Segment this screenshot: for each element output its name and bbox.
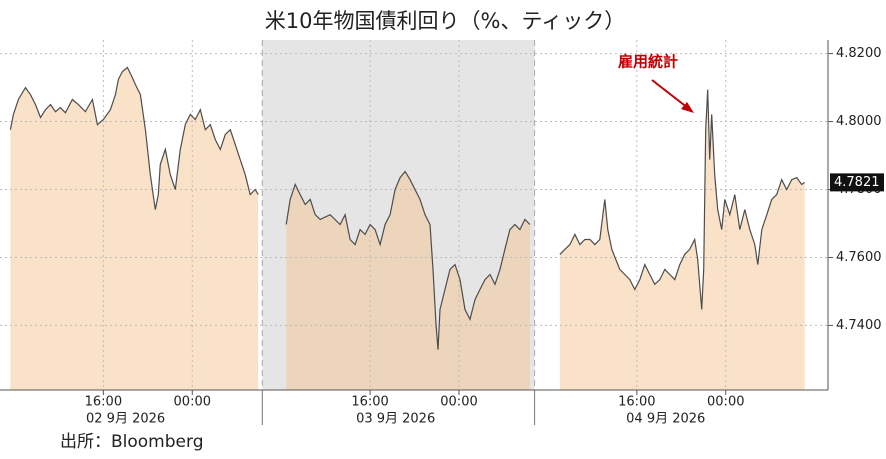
annotation: 雇用統計 bbox=[618, 53, 678, 71]
area bbox=[10, 67, 805, 390]
annotation-arrow bbox=[651, 79, 689, 109]
line bbox=[9, 66, 806, 350]
x-tick-label: 00:00 bbox=[174, 395, 211, 410]
y-tick-label: 4.8200 bbox=[836, 46, 882, 61]
y-tick-label: 4.8000 bbox=[836, 114, 882, 129]
x-tick-label: 00:00 bbox=[440, 395, 477, 410]
x-tick-label: 00:00 bbox=[707, 395, 744, 410]
x-tick-label: 16:00 bbox=[85, 395, 122, 410]
last-value-label: 4.7821 bbox=[834, 175, 880, 190]
chart-title: 米10年物国債利回り（%、ティック） bbox=[265, 9, 625, 33]
x-tick-label: 16:00 bbox=[618, 395, 655, 410]
last-value-box bbox=[830, 173, 884, 192]
x-tick-label: 16:00 bbox=[351, 395, 388, 410]
x-date-label: 04 9月 2026 bbox=[626, 412, 705, 427]
x-date-label: 03 9月 2026 bbox=[356, 412, 435, 427]
x-date-label: 02 9月 2026 bbox=[86, 412, 165, 427]
y-tick-label: 4.7400 bbox=[836, 318, 882, 333]
source: 出所：Bloomberg bbox=[60, 432, 203, 452]
annotation-arrowhead bbox=[681, 102, 694, 113]
y-tick-label: 4.7600 bbox=[836, 250, 882, 265]
